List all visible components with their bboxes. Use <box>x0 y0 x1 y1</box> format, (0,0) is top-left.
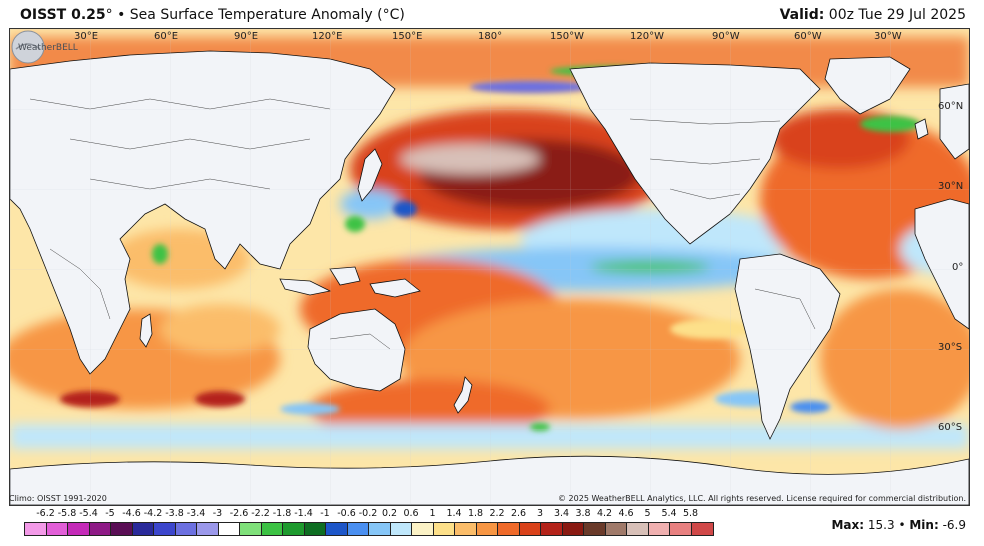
colorbar-swatch <box>605 523 627 535</box>
lon-label: 90°E <box>234 31 259 42</box>
lon-label: 30°W <box>874 31 902 42</box>
map-canvas <box>10 29 969 505</box>
colorbar-swatch <box>261 523 283 535</box>
lon-label: 180° <box>478 31 503 42</box>
scale-tick-label: 1 <box>429 508 436 519</box>
scale-tick-label: -0.6 <box>337 508 356 519</box>
colorbar-swatch <box>111 523 133 535</box>
scale-tick-label: -3.8 <box>165 508 184 519</box>
scale-tick-label: 5.8 <box>682 508 699 519</box>
scale-tick-label: -3.4 <box>186 508 206 519</box>
lat-label: 0° <box>952 262 964 273</box>
scale-tick-label: 5 <box>644 508 651 519</box>
colorbar-swatch <box>627 523 649 535</box>
map-title: OISST 0.25° • Sea Surface Temperature An… <box>20 7 405 23</box>
scale-tick-label: 3.4 <box>553 508 570 519</box>
colorbar-swatch <box>562 523 584 535</box>
lon-label: 90°W <box>712 31 740 42</box>
colorbar-swatch <box>476 523 498 535</box>
scale-tick-label: 0.2 <box>381 508 398 519</box>
scale-tick-label: -6.2 <box>36 508 55 519</box>
climatology-note: Climo: OISST 1991-2020 <box>9 494 107 503</box>
colorbar-swatch <box>304 523 326 535</box>
scale-tick-label: -1.4 <box>294 508 313 519</box>
colorbar-swatch <box>89 523 111 535</box>
scale-tick-label: 5.4 <box>661 508 677 519</box>
scale-tick-label: 2.2 <box>489 508 505 519</box>
lon-label: 60°W <box>794 31 822 42</box>
scale-tick-label: -2.2 <box>251 508 270 519</box>
scale-tick-label: 1.4 <box>446 508 462 519</box>
lon-label: 120°E <box>312 31 343 42</box>
colorbar-swatch <box>433 523 455 535</box>
lon-label: 150°W <box>550 31 584 42</box>
colorbar-swatch <box>197 523 219 535</box>
scale-tick-label: 3 <box>536 508 544 519</box>
lon-label: 30°E <box>74 31 99 42</box>
valid-time: Valid: 00z Tue 29 Jul 2025 <box>779 7 966 23</box>
colorbar-swatch <box>519 523 541 535</box>
colorbar-swatch <box>541 523 563 535</box>
lat-label: 30°S <box>938 342 963 353</box>
scale-tick-label: -1 <box>320 508 330 519</box>
colorbar-swatch <box>283 523 305 535</box>
colorbar-swatch <box>390 523 412 535</box>
colorbar-swatch <box>670 523 692 535</box>
scale-tick-label: -4.2 <box>143 508 163 519</box>
scale-tick-label: 0.6 <box>403 508 419 519</box>
scale-tick-label: -1.8 <box>272 508 292 519</box>
scale-tick-label: 4.2 <box>596 508 613 519</box>
graticule <box>10 29 969 505</box>
colorbar-swatch <box>218 523 240 535</box>
scale-tick-label: 2.6 <box>510 508 527 519</box>
colorbar-swatch <box>25 523 47 535</box>
colorbar <box>24 522 714 536</box>
colorbar-swatch <box>46 523 68 535</box>
scale-tick-label: -5.4 <box>79 508 98 519</box>
logo-text: WeatherBELL <box>18 43 78 53</box>
scale-tick-label: -5 <box>105 508 115 519</box>
scale-tick-label: 4.6 <box>618 508 634 519</box>
max-value: 15.3 <box>867 518 895 532</box>
colorbar-swatch <box>154 523 176 535</box>
colorbar-swatch <box>132 523 154 535</box>
scale-tick-label: -5.8 <box>57 508 77 519</box>
colorbar-swatch <box>691 523 713 535</box>
color-scale: -6.2 -5.8 -5.4 -5 -4.6 -4.2 -3.8 -3.4 -3 -2.6 -2.2… <box>10 508 714 544</box>
colorbar-swatch <box>369 523 391 535</box>
colorbar-swatch <box>648 523 670 535</box>
colorbar-swatch <box>498 523 520 535</box>
lat-label: 30°N <box>938 181 964 192</box>
min-value: -6.9 <box>942 518 966 532</box>
colorbar-swatch <box>240 523 262 535</box>
copyright-note: © 2025 WeatherBELL Analytics, LLC. All r… <box>558 494 966 503</box>
sst-anomaly-map: 30°E 60°E 90°E 120°E 150°E 180° 150°W 12… <box>9 28 970 506</box>
lon-label: 60°E <box>154 31 179 42</box>
colorbar-swatch <box>584 523 606 535</box>
colorbar-swatch <box>347 523 369 535</box>
scale-tick-label: -0.2 <box>358 508 378 519</box>
colorbar-swatch <box>326 523 348 535</box>
scale-tick-label: -2.6 <box>229 508 249 519</box>
scale-tick-label: 3.8 <box>575 508 591 519</box>
weatherbell-logo: WeatherBELL <box>11 30 78 64</box>
scale-tick-label: -3 <box>212 508 223 519</box>
colorbar-swatch <box>455 523 477 535</box>
scale-tick-label: -4.6 <box>122 508 141 519</box>
lon-label: 150°E <box>392 31 423 42</box>
lat-label: 60°N <box>938 101 964 112</box>
colorbar-swatch <box>175 523 197 535</box>
max-min-readout: Max: 15.3 • Min: -6.9 <box>831 518 966 532</box>
scale-tick-label: 1.8 <box>467 508 484 519</box>
lon-label: 120°W <box>630 31 664 42</box>
header: OISST 0.25° • Sea Surface Temperature An… <box>0 0 984 28</box>
colorbar-swatch <box>68 523 90 535</box>
lat-label: 60°S <box>938 422 963 433</box>
colorbar-swatch <box>412 523 434 535</box>
